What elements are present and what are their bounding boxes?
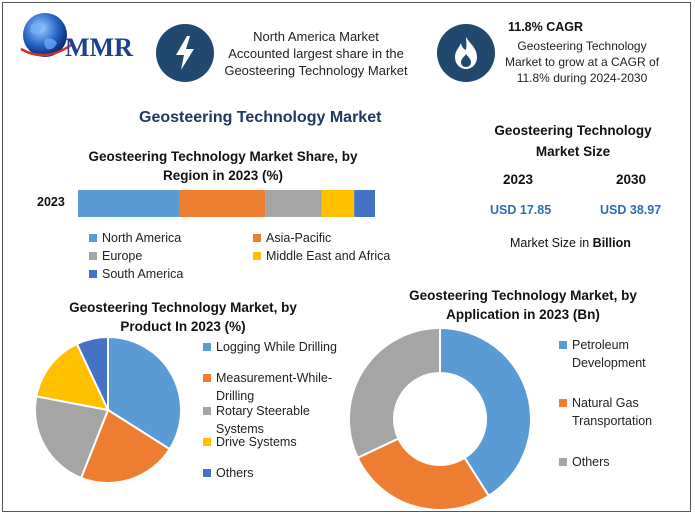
legend-item-drive-systems: Drive Systems [203,433,297,451]
legend-label: Rotary Steerable Systems [216,404,310,436]
legend-label: Drive Systems [216,435,297,449]
title-line: Market Size [535,144,611,159]
legend-swatch [559,399,567,407]
legend-label: Others [572,455,610,469]
lightning-icon [176,36,194,70]
title-line: Region in 2023 (%) [162,168,284,183]
legend-swatch [253,252,261,260]
legend-item-petroleum-development: Petroleum Development [559,336,646,372]
slice-natural-gas-transportation [356,437,491,511]
title-line: Geosteering Technology Market, by [69,300,297,315]
product-pie-chart [34,336,182,484]
logo-text: MMR [65,33,133,62]
market-size-title: Geosteering Technology Market Size [475,120,671,162]
legend-swatch [89,252,97,260]
legend-item-asia-pacific: Asia-Pacific [253,229,331,247]
year-2030-label: 2030 [616,172,647,187]
legend-swatch [203,343,211,351]
cagr-line: 11.8% during 2024-2030 [516,71,648,85]
bar-segment-asia-pacific [178,190,266,217]
region-category-label: 2023 [37,195,65,209]
market-size-2030-value: USD 38.97 [600,203,662,217]
highlight-line: Geosteering Technology Market [224,63,408,78]
slice-rotary-steerable-systems [34,395,110,480]
highlight-line: Accounted largest share in the [228,46,404,61]
product-chart-title: Geosteering Technology Market, by Produc… [33,298,333,336]
legend-swatch [89,234,97,242]
bar-segment-south-america [354,190,375,217]
legend-swatch [203,438,211,446]
cagr-icon-circle [437,24,495,82]
slice-measurement-while-drilling [79,408,172,484]
cagr-line: Market to grow at a CAGR of [504,55,660,69]
slice-petroleum-development [439,326,532,498]
mmr-logo: MMR [15,9,145,65]
legend-item-others: Others [203,464,254,482]
legend-item-south-america: South America [89,265,183,283]
legend-item-measurement-while-drilling: Measurement-While- Drilling [203,369,332,405]
main-title: Geosteering Technology Market [139,109,382,126]
legend-item-europe: Europe [89,247,142,265]
cagr-description: Geosteering Technology Market to grow at… [497,38,667,86]
legend-label: Measurement-While- Drilling [216,371,333,403]
legend-label: Others [216,466,254,480]
legend-label: Middle East and Africa [266,249,391,263]
legend-swatch [203,374,211,382]
north-america-highlight: North America Market Accounted largest s… [216,28,416,79]
legend-label: Europe [102,249,143,263]
legend-label: South America [102,267,184,281]
legend-label: Natural Gas Transportation [572,396,653,428]
title-line: Geosteering Technology [494,123,652,138]
unit-prefix: Market Size in [510,236,593,250]
title-line: Geosteering Technology Market Share, by [88,149,358,164]
flame-icon [455,37,477,69]
legend-swatch [253,234,261,242]
infographic-frame: MMR North America Market Accounted large… [2,2,691,512]
highlight-line: North America Market [253,29,379,44]
legend-swatch [203,469,211,477]
globe-icon [20,13,72,57]
unit-bold: Billion [592,236,631,250]
market-size-unit: Market Size in Billion [510,236,631,250]
legend-label: Asia-Pacific [266,231,332,245]
legend-swatch [203,407,211,415]
cagr-title: 11.8% CAGR [508,20,584,34]
title-line: Product In 2023 (%) [120,319,246,334]
legend-item-logging-while-drilling: Logging While Drilling [203,338,337,356]
slice-others [348,326,441,460]
highlight-icon-circle [156,24,214,82]
region-stacked-bar [78,190,375,217]
legend-swatch [559,341,567,349]
bar-segment-north-america [78,190,179,217]
application-donut-chart [348,326,532,511]
region-chart-title: Geosteering Technology Market Share, by … [63,147,383,185]
legend-item-natural-gas-transportation: Natural Gas Transportation [559,394,652,430]
cagr-line: Geosteering Technology [517,39,647,53]
title-line: Geosteering Technology Market, by [409,288,637,303]
slice-others [75,336,109,411]
title-line: Application in 2023 (Bn) [446,307,600,322]
legend-swatch [89,270,97,278]
year-2023-label: 2023 [503,172,534,187]
legend-item-rotary-steerable-systems: Rotary Steerable Systems [203,402,310,438]
application-chart-title: Geosteering Technology Market, by Applic… [383,286,663,324]
bar-segment-middle-east-and-africa [321,190,355,217]
slice-drive-systems [35,342,110,412]
legend-item-middle-east-and-africa: Middle East and Africa [253,247,390,265]
bar-segment-europe [265,190,322,217]
legend-label: Logging While Drilling [216,340,337,354]
legend-swatch [559,458,567,466]
market-size-2023-value: USD 17.85 [490,203,552,217]
legend-item-others: Others [559,453,610,471]
legend-label: Petroleum Development [572,338,646,370]
legend-label: North America [102,231,182,245]
legend-item-north-america: North America [89,229,181,247]
